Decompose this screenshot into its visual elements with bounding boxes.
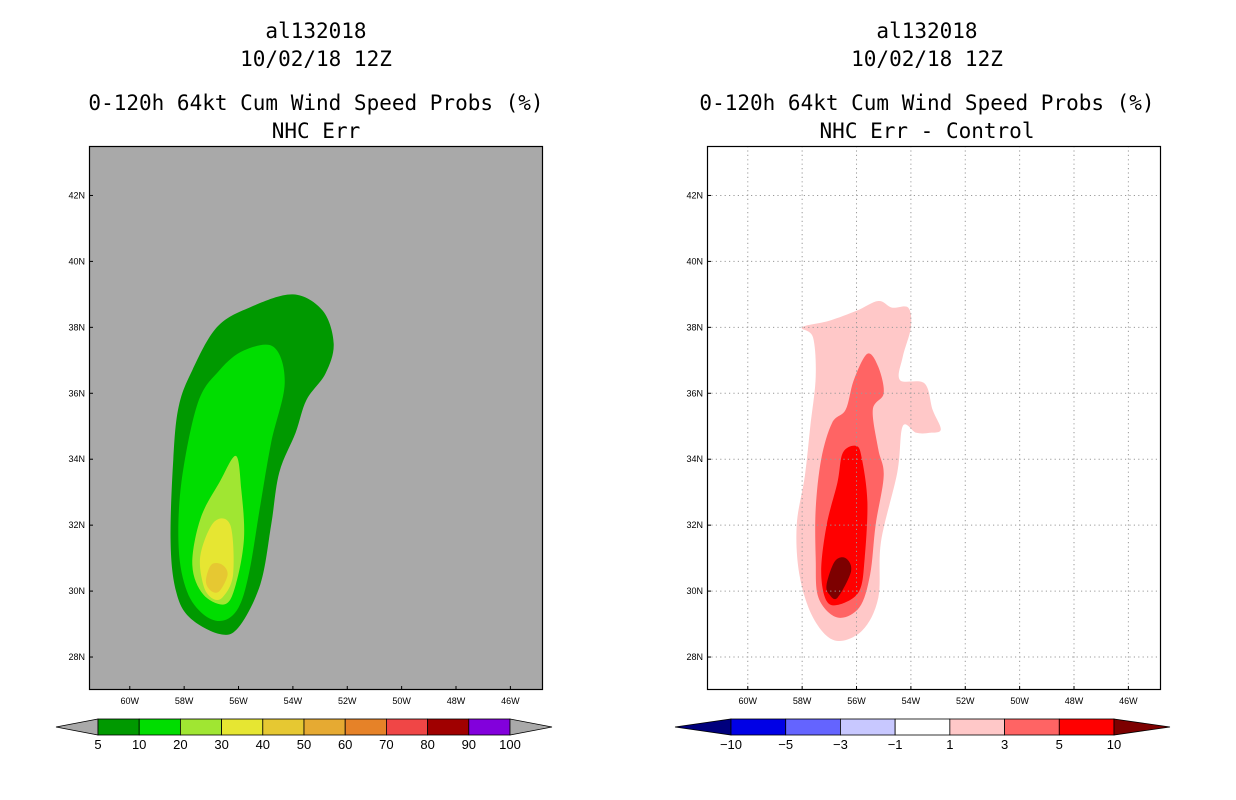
lon-tick-label: 48W: [447, 696, 466, 706]
storm-id-title: al132018: [265, 19, 366, 43]
colorbar-under-arrow: [55, 718, 99, 736]
lat-tick-label: 34N: [686, 454, 703, 464]
colorbar-label: 40: [256, 737, 270, 752]
lat-tick-label: 32N: [68, 520, 85, 530]
colorbar-label: 100: [499, 737, 521, 752]
map-panel-2: al132018 10/02/18 12Z 0-120h 64kt Cum Wind…: [674, 19, 1171, 752]
colorbar-label: 3: [1001, 737, 1008, 752]
chart-title: 0-120h 64kt Cum Wind Speed Probs (%): [699, 91, 1154, 115]
colorbar-swatch: [730, 718, 787, 736]
colorbar-label: 50: [297, 737, 311, 752]
colorbar-label: 10: [132, 737, 146, 752]
colorbar-swatch: [138, 718, 181, 736]
lat-tick-label: 38N: [68, 322, 85, 332]
colorbar-label: 10: [1107, 737, 1121, 752]
lon-tick-label: 60W: [739, 696, 758, 706]
colorbar-swatch: [427, 718, 470, 736]
storm-id-title: al132018: [876, 19, 977, 43]
lat-tick-label: 40N: [68, 256, 85, 266]
lat-tick-label: 40N: [686, 256, 703, 266]
lon-tick-label: 46W: [1119, 696, 1138, 706]
lat-tick-label: 36N: [686, 388, 703, 398]
colorbar-label: −10: [720, 737, 742, 752]
colorbar-label: 60: [338, 737, 352, 752]
contour-level-40: [205, 563, 228, 593]
colorbar-swatch: [1004, 718, 1060, 736]
colorbar-label: 5: [94, 737, 101, 752]
colorbar: −10 −5 −3 −1 1 3 5 10: [674, 718, 1171, 752]
colorbar-label: 90: [462, 737, 476, 752]
colorbar-over-arrow: [509, 718, 553, 736]
lon-tick-label: 60W: [121, 696, 140, 706]
lon-tick-label: 54W: [902, 696, 921, 706]
lat-tick-label: 38N: [686, 322, 703, 332]
datetime-title: 10/02/18 12Z: [240, 47, 392, 71]
lon-tick-label: 58W: [175, 696, 194, 706]
lat-tick-label: 34N: [68, 454, 85, 464]
colorbar-label: 70: [379, 737, 393, 752]
colorbar-swatch: [179, 718, 222, 736]
colorbar-swatch: [385, 718, 428, 736]
chart-title: 0-120h 64kt Cum Wind Speed Probs (%): [88, 91, 543, 115]
colorbar-swatch: [949, 718, 1005, 736]
chart-subtitle: NHC Err - Control: [820, 119, 1035, 143]
lon-tick-label: 52W: [338, 696, 357, 706]
lon-tick-label: 48W: [1065, 696, 1084, 706]
colorbar-swatch: [221, 718, 264, 736]
colorbar-swatch: [344, 718, 387, 736]
contour-level-10: [826, 557, 852, 600]
colorbar-label: −5: [778, 737, 793, 752]
colorbar-under-arrow: [674, 718, 732, 736]
datetime-title: 10/02/18 12Z: [851, 47, 1003, 71]
colorbar-label: 1: [946, 737, 953, 752]
colorbar: 5 10 20 30 40 50 60 70 80 90 100: [55, 718, 553, 752]
colorbar-over-arrow: [1113, 718, 1171, 736]
colorbar-swatch: [894, 718, 951, 736]
lon-tick-label: 50W: [392, 696, 411, 706]
lon-tick-label: 54W: [284, 696, 303, 706]
lat-tick-label: 28N: [686, 652, 703, 662]
map-panel-1: al132018 10/02/18 12Z 0-120h 64kt Cum Wind…: [55, 19, 553, 752]
lat-tick-label: 42N: [68, 190, 85, 200]
colorbar-swatch: [262, 718, 305, 736]
chart-subtitle: NHC Err: [272, 119, 361, 143]
plot-frame: [706, 145, 1162, 691]
plot-frame: [88, 145, 544, 691]
colorbar-swatch: [303, 718, 346, 736]
colorbar-label: 80: [420, 737, 434, 752]
colorbar-label: −1: [888, 737, 903, 752]
lat-tick-label: 42N: [686, 190, 703, 200]
lat-tick-label: 30N: [686, 586, 703, 596]
lon-tick-label: 58W: [793, 696, 812, 706]
lon-tick-label: 46W: [501, 696, 520, 706]
colorbar-swatch: [1058, 718, 1115, 736]
colorbar-swatch: [785, 718, 841, 736]
contour-layer: [170, 294, 334, 635]
colorbar-label: 5: [1056, 737, 1063, 752]
lat-tick-label: 32N: [686, 520, 703, 530]
colorbar-swatch: [840, 718, 896, 736]
colorbar-swatch: [97, 718, 140, 736]
lon-tick-label: 56W: [229, 696, 248, 706]
colorbar-label: 30: [214, 737, 228, 752]
lat-tick-label: 28N: [68, 652, 85, 662]
colorbar-swatch: [468, 718, 511, 736]
lon-tick-label: 56W: [847, 696, 866, 706]
colorbar-label: 20: [173, 737, 187, 752]
lon-tick-label: 52W: [956, 696, 975, 706]
gridlines: [707, 146, 1161, 690]
lon-tick-label: 50W: [1010, 696, 1029, 706]
plot-background: [89, 146, 543, 690]
lat-tick-label: 36N: [68, 388, 85, 398]
colorbar-label: −3: [833, 737, 848, 752]
lat-tick-label: 30N: [68, 586, 85, 596]
